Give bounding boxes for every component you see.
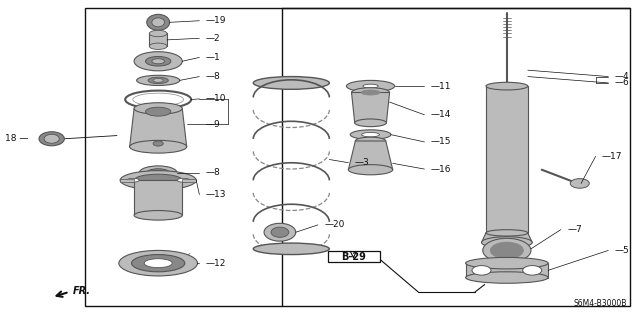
Ellipse shape	[127, 178, 139, 182]
Ellipse shape	[145, 56, 171, 66]
Text: —10: —10	[205, 94, 226, 103]
Polygon shape	[134, 180, 182, 215]
Ellipse shape	[134, 103, 182, 114]
Ellipse shape	[148, 77, 168, 84]
Polygon shape	[120, 179, 134, 182]
Ellipse shape	[472, 265, 491, 275]
Text: —1: —1	[205, 53, 220, 62]
Polygon shape	[351, 93, 390, 123]
Polygon shape	[348, 141, 393, 170]
Text: —15: —15	[431, 137, 451, 146]
Ellipse shape	[466, 257, 548, 269]
Ellipse shape	[483, 238, 531, 263]
Text: FR.: FR.	[72, 286, 91, 296]
Ellipse shape	[136, 75, 180, 85]
Ellipse shape	[44, 134, 60, 143]
Ellipse shape	[134, 52, 182, 71]
Ellipse shape	[139, 166, 177, 180]
Text: —9: —9	[205, 120, 220, 129]
Ellipse shape	[177, 178, 190, 182]
Ellipse shape	[361, 90, 380, 95]
Polygon shape	[130, 108, 187, 147]
Ellipse shape	[132, 255, 185, 272]
Ellipse shape	[152, 171, 164, 175]
Ellipse shape	[350, 130, 391, 139]
Text: —5: —5	[614, 246, 629, 255]
Ellipse shape	[486, 230, 528, 236]
Text: —8: —8	[205, 72, 220, 81]
Ellipse shape	[271, 227, 289, 237]
Ellipse shape	[481, 237, 532, 248]
Ellipse shape	[144, 259, 172, 268]
Ellipse shape	[346, 80, 395, 92]
Ellipse shape	[153, 141, 163, 146]
Ellipse shape	[145, 107, 171, 116]
Text: —20: —20	[324, 220, 345, 229]
Ellipse shape	[355, 119, 387, 127]
Text: —12: —12	[205, 259, 226, 268]
Polygon shape	[486, 86, 528, 233]
Ellipse shape	[348, 165, 393, 175]
Ellipse shape	[134, 174, 182, 186]
Text: —14: —14	[431, 110, 451, 119]
Text: —11: —11	[431, 82, 451, 91]
Polygon shape	[466, 263, 548, 278]
Text: —7: —7	[567, 225, 582, 234]
Ellipse shape	[120, 171, 196, 190]
Ellipse shape	[523, 265, 541, 275]
Ellipse shape	[253, 77, 330, 89]
Text: —6: —6	[614, 78, 629, 87]
Ellipse shape	[152, 59, 164, 64]
Ellipse shape	[130, 140, 187, 153]
Ellipse shape	[351, 88, 390, 97]
Ellipse shape	[119, 250, 198, 276]
Text: —13: —13	[205, 190, 226, 199]
Ellipse shape	[149, 43, 167, 49]
Ellipse shape	[264, 223, 296, 241]
Ellipse shape	[355, 137, 386, 145]
Text: —3: —3	[355, 158, 369, 167]
Text: —17: —17	[602, 152, 623, 161]
Text: —4: —4	[614, 72, 629, 81]
Ellipse shape	[153, 78, 163, 82]
Ellipse shape	[466, 272, 548, 283]
Ellipse shape	[486, 82, 528, 90]
Ellipse shape	[134, 211, 182, 220]
Polygon shape	[182, 179, 196, 182]
Bar	[85, 8, 630, 306]
Ellipse shape	[147, 169, 170, 177]
Text: B-29: B-29	[341, 252, 366, 262]
Text: —8: —8	[205, 168, 220, 177]
Text: —2: —2	[205, 34, 220, 43]
Polygon shape	[481, 233, 532, 242]
Bar	[328, 251, 380, 262]
Ellipse shape	[149, 30, 167, 37]
Ellipse shape	[152, 18, 164, 27]
Ellipse shape	[147, 14, 170, 30]
Ellipse shape	[362, 132, 380, 137]
Text: 18 —: 18 —	[5, 134, 28, 143]
Ellipse shape	[570, 179, 589, 188]
Text: —16: —16	[431, 165, 451, 174]
Ellipse shape	[363, 84, 378, 88]
Text: S6M4-B3000B: S6M4-B3000B	[574, 299, 627, 308]
Ellipse shape	[490, 242, 524, 259]
Text: —19: —19	[205, 16, 226, 25]
Ellipse shape	[253, 243, 330, 255]
Ellipse shape	[39, 132, 65, 146]
Bar	[149, 33, 167, 46]
